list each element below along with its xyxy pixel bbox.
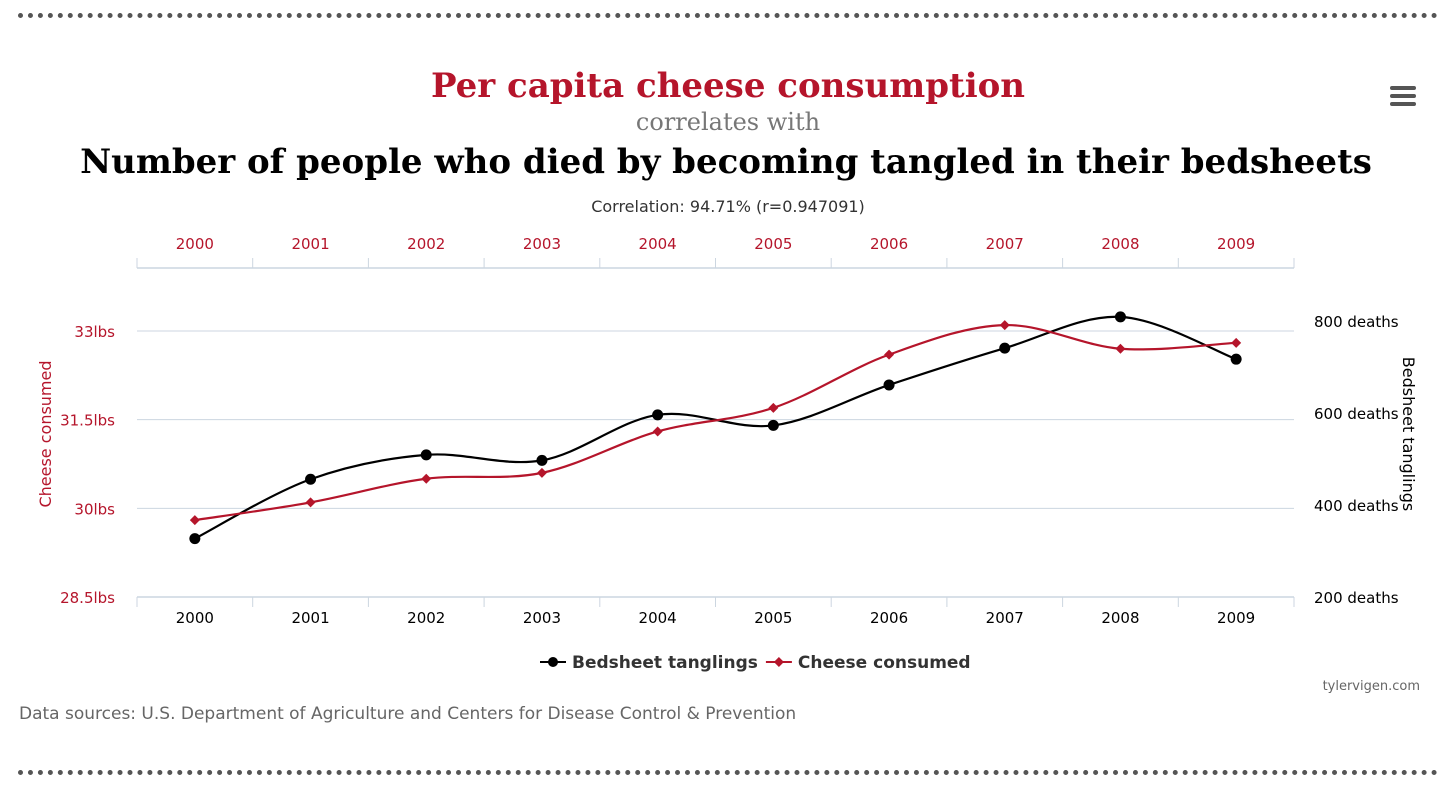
bottom-year-label: 2003: [523, 609, 561, 627]
title-correlates: correlates with: [635, 108, 821, 136]
legend-item[interactable]: Bedsheet tanglings: [572, 653, 758, 673]
data-point: [1115, 343, 1126, 354]
bottom-year-label: 2006: [870, 609, 908, 627]
data-point: [883, 379, 895, 391]
bottom-year-label: 2007: [986, 609, 1024, 627]
hamburger-menu-icon[interactable]: [1390, 86, 1416, 108]
data-point: [189, 533, 201, 545]
bottom-year-label: 2000: [176, 609, 214, 627]
title-bedsheets: Number of people who died by becoming ta…: [80, 142, 1372, 182]
right-axis-title: Bedsheet tanglings: [1399, 357, 1418, 511]
top-year-label: 2005: [754, 235, 792, 253]
legend-marker-diamond: [773, 657, 784, 667]
bottom-divider: [18, 770, 1438, 775]
top-year-label: 2002: [407, 235, 445, 253]
data-point: [536, 467, 547, 478]
top-year-label: 2003: [523, 235, 561, 253]
left-axis-title: Cheese consumed: [36, 360, 55, 507]
data-point: [420, 449, 432, 461]
bottom-year-label: 2001: [291, 609, 329, 627]
bottom-year-label: 2002: [407, 609, 445, 627]
credit-link[interactable]: tylervigen.com: [1322, 679, 1420, 694]
left-tick-label: 33lbs: [74, 323, 115, 341]
top-year-label: 2001: [291, 235, 329, 253]
left-tick-label: 31.5lbs: [60, 412, 115, 430]
left-tick-label: 30lbs: [74, 500, 115, 518]
left-tick-label: 28.5lbs: [60, 589, 115, 607]
bottom-year-label: 2009: [1217, 609, 1255, 627]
series-line-bedsheet-tanglings: [194, 315, 1237, 540]
right-tick-label: 400 deaths: [1314, 497, 1399, 515]
title-cheese: Per capita cheese consumption: [430, 66, 1026, 106]
right-tick-label: 800 deaths: [1314, 313, 1399, 331]
top-year-label: 2007: [986, 235, 1024, 253]
data-point: [1114, 311, 1126, 323]
data-point: [421, 473, 432, 484]
data-point: [189, 515, 200, 526]
top-year-label: 2004: [639, 235, 677, 253]
data-sources: Data sources: U.S. Department of Agricul…: [19, 704, 797, 724]
bottom-year-label: 2005: [754, 609, 792, 627]
data-point: [767, 419, 779, 431]
legend-marker-circle: [548, 657, 558, 667]
top-divider: [18, 13, 1438, 18]
bottom-year-label: 2008: [1101, 609, 1139, 627]
data-point: [652, 426, 663, 437]
series-line-cheese-consumed: [194, 323, 1237, 522]
right-tick-label: 200 deaths: [1314, 589, 1399, 607]
top-year-label: 2000: [176, 235, 214, 253]
top-year-label: 2008: [1101, 235, 1139, 253]
legend-item[interactable]: Cheese consumed: [798, 653, 971, 673]
bottom-year-label: 2004: [639, 609, 677, 627]
data-point: [305, 473, 317, 485]
data-point: [1231, 337, 1242, 348]
top-year-label: 2009: [1217, 235, 1255, 253]
data-point: [768, 402, 779, 413]
right-tick-label: 600 deaths: [1314, 405, 1399, 423]
data-point: [999, 320, 1010, 331]
data-point: [999, 342, 1011, 354]
data-point: [1230, 353, 1242, 365]
data-point: [305, 497, 316, 508]
data-point: [536, 454, 548, 466]
data-point: [652, 409, 664, 421]
correlation-text: Correlation: 94.71% (r=0.947091): [591, 197, 865, 216]
data-point: [884, 349, 895, 360]
top-year-label: 2006: [870, 235, 908, 253]
